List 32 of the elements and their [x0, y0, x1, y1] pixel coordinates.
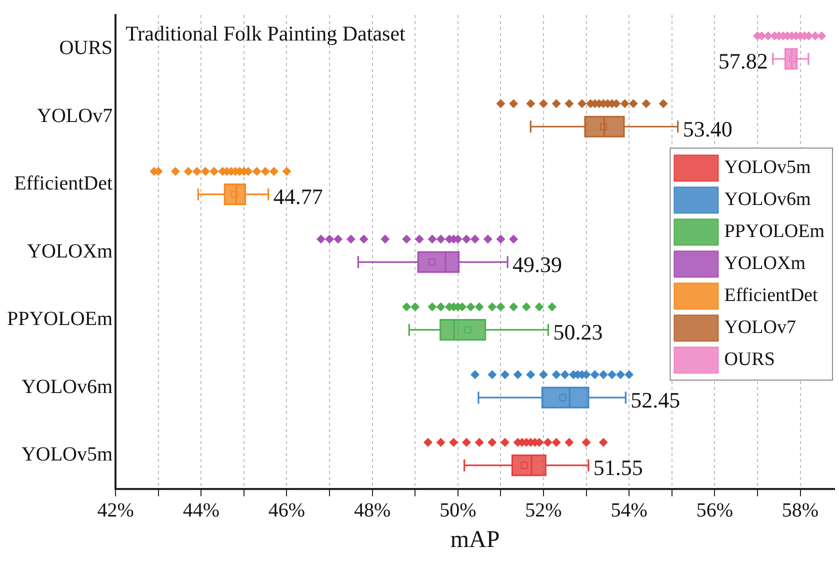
x-tick-label: 44%: [182, 499, 220, 522]
x-tick-label: 50%: [440, 499, 476, 522]
legend-label: YOLOXm: [724, 253, 806, 274]
x-tick-label: 48%: [354, 499, 391, 522]
x-tick-label: 56%: [696, 499, 734, 522]
annotation: 53.40: [682, 116, 732, 142]
annotation: 57.82: [718, 48, 768, 74]
x-tick-label: 54%: [610, 499, 648, 522]
y-tick-label: YOLOv7: [37, 104, 113, 127]
y-tick-label: YOLOXm: [27, 240, 114, 262]
x-tick-label: 46%: [268, 499, 306, 522]
x-axis-title: mAP: [450, 526, 500, 553]
y-tick-label: EfficientDet: [14, 172, 113, 195]
y-tick-label: YOLOv6m: [21, 376, 114, 398]
annotation: 51.55: [593, 455, 643, 480]
chart-title: Traditional Folk Painting Dataset: [126, 22, 406, 46]
legend-label: YOLOv5m: [724, 157, 811, 178]
x-tick-label: 52%: [525, 499, 562, 522]
legend-label: YOLOv7: [724, 317, 796, 338]
x-tick-label: 42%: [97, 499, 134, 522]
x-tick-label: 58%: [782, 499, 819, 522]
y-tick-label: PPYOLOEm: [6, 308, 113, 330]
legend-label: OURS: [724, 349, 775, 370]
annotation: 52.45: [630, 387, 680, 412]
annotation: 49.39: [512, 252, 562, 277]
y-tick-label: OURS: [59, 37, 113, 60]
legend-label: EfficientDet: [724, 285, 818, 306]
y-tick-label: YOLOv5m: [21, 444, 114, 466]
legend-label: PPYOLOEm: [724, 221, 825, 242]
annotation: 44.77: [273, 184, 323, 210]
annotation: 50.23: [553, 320, 603, 345]
legend-label: YOLOv6m: [724, 189, 811, 210]
